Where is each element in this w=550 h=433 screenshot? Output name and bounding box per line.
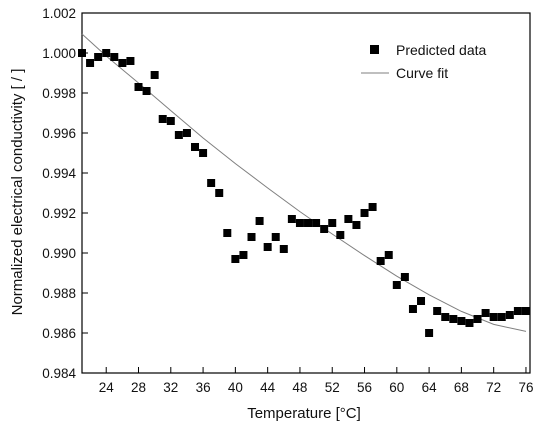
data-point [521,307,530,315]
x-tick-label: 44 [260,380,276,395]
data-point [239,251,248,259]
data-point [344,215,353,223]
data-point [392,281,401,289]
data-point [400,273,409,281]
data-point [102,49,111,57]
data-point [86,59,95,67]
y-tick-label: 0.998 [42,86,76,101]
x-tick-label: 72 [486,380,501,395]
x-tick-label: 36 [196,380,211,395]
data-point [94,53,103,61]
legend-marker-predicted [370,45,379,54]
y-tick-label: 0.994 [42,166,76,181]
data-point [174,131,183,139]
x-tick-label: 60 [389,380,404,395]
data-point [231,255,240,263]
x-tick-label: 48 [292,380,307,395]
y-tick-label: 0.990 [42,246,76,261]
data-point [199,149,208,157]
data-point [255,217,264,225]
data-point [320,225,329,233]
y-tick-label: 0.996 [42,126,76,141]
data-point [223,229,232,237]
x-tick-label: 64 [422,380,438,395]
data-point [158,115,167,123]
data-point [295,219,304,227]
y-tick-label: 1.002 [42,6,76,21]
x-tick-label: 68 [454,380,469,395]
data-point [215,189,224,197]
x-tick-label: 28 [131,380,146,395]
data-point [449,315,458,323]
x-axis-ticks: 24 28 32 36 40 44 48 52 56 60 64 68 72 76 [99,367,533,395]
data-point [279,245,288,253]
data-point [360,209,369,217]
data-point [182,129,191,137]
data-point [441,313,450,321]
data-point [263,243,272,251]
data-point [513,307,522,315]
data-point [433,307,442,315]
data-point [328,219,337,227]
data-point [352,221,361,229]
x-tick-label: 76 [518,380,533,395]
data-point [134,83,143,91]
data-point [408,305,417,313]
x-tick-label: 32 [163,380,178,395]
y-tick-label: 0.984 [42,366,76,381]
data-point [457,317,466,325]
data-point [110,53,119,61]
data-point [287,215,296,223]
data-point [368,203,377,211]
data-point [247,233,256,241]
data-point [481,309,490,317]
y-tick-label: 1.000 [42,46,76,61]
curve-fit-layer [81,33,527,332]
data-point [425,329,434,337]
data-points-layer [78,49,530,337]
data-point [465,319,474,327]
data-point [207,179,216,187]
legend: Predicted data Curve fit [361,42,486,81]
data-point [118,59,127,67]
data-point [384,251,393,259]
data-point [271,233,280,241]
data-point [78,49,86,57]
x-tick-label: 52 [325,380,340,395]
data-point [304,219,313,227]
data-point [336,231,345,239]
data-point [489,313,498,321]
data-point [142,87,151,95]
x-axis-title: Temperature [°C] [247,405,361,422]
x-tick-label: 40 [228,380,243,395]
y-tick-label: 0.986 [42,326,76,341]
data-point [312,219,321,227]
data-point [191,143,200,151]
y-tick-label: 0.988 [42,286,76,301]
data-point [126,57,135,65]
data-point [150,71,159,79]
x-tick-label: 24 [99,380,115,395]
y-tick-label: 0.992 [42,206,76,221]
y-axis-ticks: 0.984 0.986 0.988 0.990 0.992 0.994 0.996 0.998… [42,6,88,381]
legend-label-curve-fit: Curve fit [396,65,448,81]
data-point [166,117,175,125]
data-point [505,311,514,319]
curve-fit-line [81,33,527,332]
data-point [376,257,385,265]
y-axis-title: Normalized electrical conductivity [ / ] [9,69,26,316]
data-point [417,297,426,305]
data-point [497,313,506,321]
legend-label-predicted: Predicted data [396,42,486,58]
x-tick-label: 56 [357,380,372,395]
data-point [473,315,482,323]
plot-area [81,12,531,374]
